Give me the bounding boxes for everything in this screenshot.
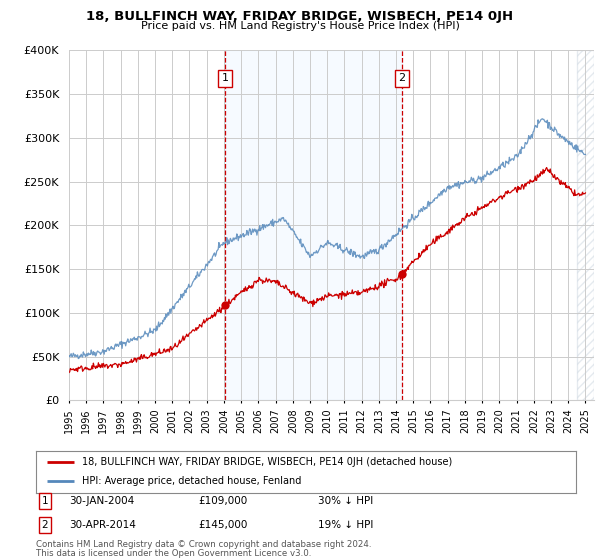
Bar [577, 50, 594, 400]
Text: 2: 2 [41, 520, 49, 530]
Text: 18, BULLFINCH WAY, FRIDAY BRIDGE, WISBECH, PE14 0JH (detached house): 18, BULLFINCH WAY, FRIDAY BRIDGE, WISBEC… [82, 457, 452, 467]
Text: 30-APR-2014: 30-APR-2014 [69, 520, 136, 530]
Text: 1: 1 [222, 73, 229, 83]
Text: 2: 2 [398, 73, 405, 83]
Text: 19% ↓ HPI: 19% ↓ HPI [318, 520, 373, 530]
Text: HPI: Average price, detached house, Fenland: HPI: Average price, detached house, Fenl… [82, 477, 301, 487]
Text: 18, BULLFINCH WAY, FRIDAY BRIDGE, WISBECH, PE14 0JH: 18, BULLFINCH WAY, FRIDAY BRIDGE, WISBEC… [86, 10, 514, 23]
Text: 30% ↓ HPI: 30% ↓ HPI [318, 496, 373, 506]
Text: Contains HM Land Registry data © Crown copyright and database right 2024.: Contains HM Land Registry data © Crown c… [36, 540, 371, 549]
Text: 1: 1 [41, 496, 49, 506]
Bar [577, 50, 594, 400]
Text: This data is licensed under the Open Government Licence v3.0.: This data is licensed under the Open Gov… [36, 549, 311, 558]
Bar [225, 50, 402, 400]
Text: £109,000: £109,000 [198, 496, 247, 506]
Text: 30-JAN-2004: 30-JAN-2004 [69, 496, 134, 506]
Text: Price paid vs. HM Land Registry's House Price Index (HPI): Price paid vs. HM Land Registry's House … [140, 21, 460, 31]
Text: £145,000: £145,000 [198, 520, 247, 530]
